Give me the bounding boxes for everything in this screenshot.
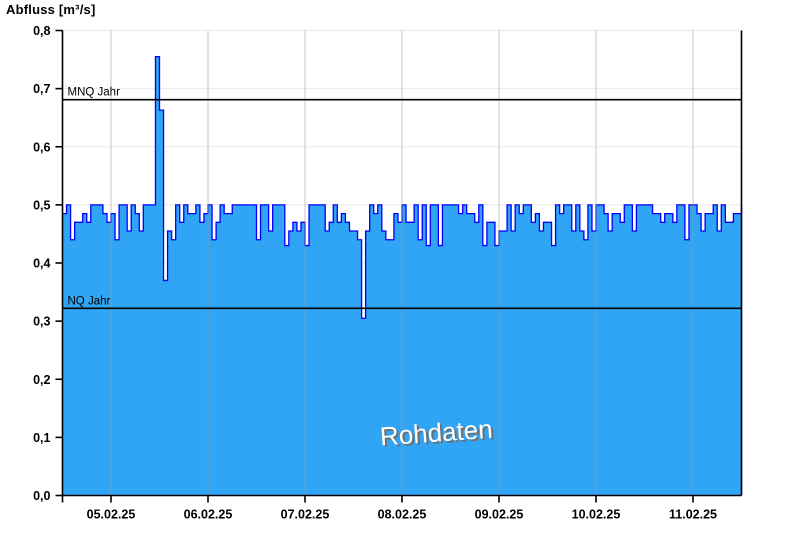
x-axis-ticks: 05.02.25 06.02.25 07.02.25 08.02.25 09.02.25…: [61, 495, 717, 522]
x-tick-label: 11.02.25: [669, 508, 717, 522]
y-tick-label: 0,8: [33, 24, 50, 38]
x-tick-label: 06.02.25: [184, 508, 233, 522]
threshold-label: MNQ Jahr: [68, 87, 121, 99]
y-tick-label: 0,7: [33, 82, 50, 96]
y-tick-label: 0,1: [33, 431, 50, 445]
x-tick-label: 08.02.25: [378, 508, 427, 522]
x-tick-label: 10.02.25: [572, 508, 621, 522]
series-line-rohdaten: [62, 56, 743, 319]
gridlines-vertical: [110, 30, 694, 496]
x-tick-label: 09.02.25: [475, 508, 524, 522]
y-tick-label: 0,5: [33, 198, 50, 212]
y-tick-label: 0,0: [33, 489, 50, 503]
y-tick-label: 0,4: [33, 257, 50, 271]
y-axis-ticks: 0,8 0,7 0,6 0,5 0,4 0,3 0,2 0,1 0,0: [33, 24, 63, 503]
threshold-label: NQ Jahr: [68, 295, 111, 307]
y-tick-label: 0,2: [33, 373, 50, 387]
x-tick-label: 05.02.25: [87, 508, 136, 522]
y-tick-label: 0,6: [33, 140, 50, 154]
x-tick-label: 07.02.25: [281, 508, 330, 522]
y-axis-title: Abfluss [m³/s]: [6, 2, 96, 17]
threshold-lines: MNQ Jahr NQ Jahr: [62, 87, 742, 310]
y-tick-label: 0,3: [33, 315, 50, 329]
